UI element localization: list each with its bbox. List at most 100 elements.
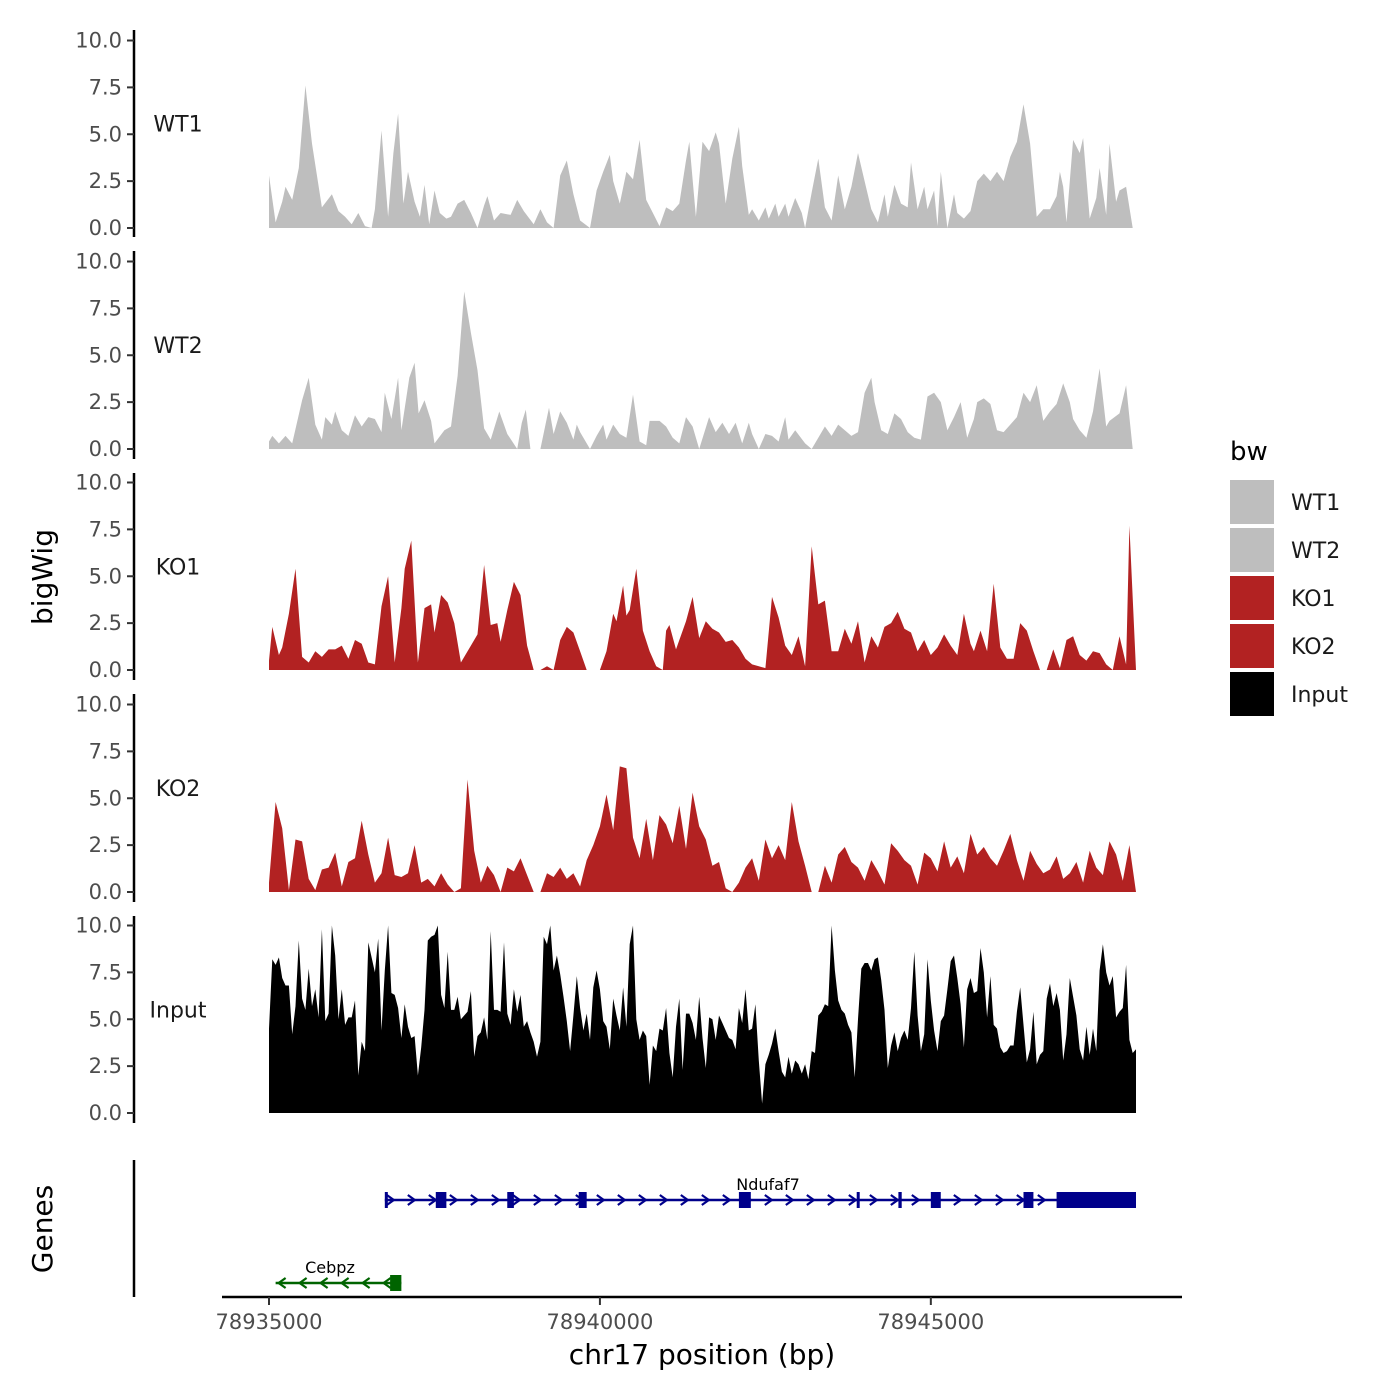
strand-arrow — [890, 1194, 900, 1206]
strand-arrow — [806, 1194, 816, 1206]
x-tick-label: 78935000 — [216, 1310, 323, 1334]
signal-area-ko1 — [269, 525, 1136, 670]
exon — [578, 1192, 587, 1208]
track-ko2: 0.0 2.5 5.0 7.5 10.0 KO2 — [75, 693, 1136, 904]
strand-arrow — [848, 1194, 858, 1206]
y-tick-label: 5.0 — [89, 564, 122, 588]
strand-arrow — [449, 1194, 459, 1206]
exon — [390, 1275, 402, 1291]
y-tick-label: 7.5 — [89, 739, 122, 763]
strand-arrow — [953, 1194, 963, 1206]
y-tick-label: 10.0 — [75, 914, 122, 938]
legend-label: KO2 — [1291, 635, 1336, 660]
exon — [898, 1192, 902, 1208]
exon — [507, 1192, 514, 1208]
y-axis-title: bigWig — [26, 529, 59, 625]
exon — [856, 1192, 860, 1208]
y-tick-label: 7.5 — [89, 960, 122, 984]
strand-arrow — [869, 1194, 879, 1206]
strand-arrow — [995, 1194, 1005, 1206]
strand-arrow — [386, 1194, 396, 1206]
legend-item-input: Input — [1230, 672, 1348, 716]
signal-tracks: 0.02.55.07.510.0WT10.02.55.07.510.0WT20.… — [75, 29, 1136, 1125]
strand-arrow — [659, 1194, 669, 1206]
legend-label: WT1 — [1291, 491, 1340, 516]
strand-arrow — [617, 1194, 627, 1206]
track-label: KO1 — [156, 556, 201, 581]
y-tick-label: 5.0 — [89, 343, 122, 367]
strand-arrow — [339, 1277, 350, 1289]
track-ko1: 0.0 2.5 5.0 7.5 10.0 KO1 — [75, 471, 1136, 682]
strand-arrow — [360, 1277, 371, 1289]
signal-area-wt2 — [269, 291, 1136, 449]
legend-swatch — [1230, 672, 1274, 716]
track-input: 0.0 2.5 5.0 7.5 10.0 Input — [75, 914, 1136, 1125]
strand-arrow — [381, 1277, 392, 1289]
strand-arrow — [680, 1194, 690, 1206]
strand-arrow — [512, 1194, 522, 1206]
legend-label: Input — [1291, 683, 1348, 708]
y-tick-label: 7.5 — [89, 517, 122, 541]
strand-arrow — [638, 1194, 648, 1206]
exon — [1023, 1192, 1034, 1208]
legend-label: WT2 — [1291, 539, 1340, 564]
legend-item-ko2: KO2 — [1230, 624, 1336, 668]
y-tick-label: 5.0 — [89, 122, 122, 146]
y-tick-label: 0.0 — [89, 658, 122, 682]
legend-swatch — [1230, 576, 1274, 620]
y-tick-label: 0.0 — [89, 437, 122, 461]
track-label: WT2 — [153, 334, 202, 359]
strand-arrow — [491, 1194, 501, 1206]
track-label: Input — [150, 999, 207, 1024]
signal-area-ko2 — [269, 766, 1136, 892]
exon — [384, 1192, 388, 1208]
strand-arrow — [785, 1194, 795, 1206]
strand-arrow — [470, 1194, 480, 1206]
x-axis: 78935000 78940000 78945000 — [216, 1295, 1182, 1334]
x-tick-label: 78945000 — [877, 1310, 984, 1334]
y-tick-label: 2.5 — [89, 1054, 122, 1078]
strand-arrow — [596, 1194, 606, 1206]
y-tick-label: 0.0 — [89, 880, 122, 904]
strand-arrow — [554, 1194, 564, 1206]
strand-arrow — [1037, 1194, 1047, 1206]
strand-arrow — [974, 1194, 984, 1206]
gene-ndufaf7: Ndufaf7 — [384, 1175, 1136, 1208]
y-tick-label: 2.5 — [89, 833, 122, 857]
signal-area-input — [269, 925, 1136, 1113]
exon — [738, 1192, 751, 1208]
gene-label: Cebpz — [305, 1258, 355, 1277]
track-label: WT1 — [153, 113, 202, 138]
track-wt2: 0.0 2.5 5.0 7.5 10.0 WT2 — [75, 250, 1136, 461]
y-tick-label: 7.5 — [89, 75, 122, 99]
strand-arrow — [764, 1194, 774, 1206]
gene-track: Ndufaf7 Cebpz — [132, 1160, 1136, 1297]
strand-arrow — [297, 1277, 308, 1289]
exon — [930, 1192, 941, 1208]
signal-area-wt1 — [269, 85, 1133, 228]
strand-arrow — [318, 1277, 329, 1289]
y-tick-label: 2.5 — [89, 390, 122, 414]
strand-arrow — [701, 1194, 711, 1206]
gene-cebpz: Cebpz — [275, 1258, 402, 1291]
legend-swatch — [1230, 480, 1274, 524]
strand-arrow — [827, 1194, 837, 1206]
exon — [435, 1192, 447, 1208]
genes-axis-title: Genes — [26, 1185, 59, 1273]
y-tick-label: 10.0 — [75, 250, 122, 274]
y-tick-label: 0.0 — [89, 216, 122, 240]
legend-item-wt1: WT1 — [1230, 480, 1340, 524]
x-tick-label: 78940000 — [546, 1310, 653, 1334]
y-tick-label: 0.0 — [89, 1101, 122, 1125]
legend-item-wt2: WT2 — [1230, 528, 1340, 572]
strand-arrow — [276, 1277, 287, 1289]
y-tick-label: 5.0 — [89, 1007, 122, 1031]
legend-swatch — [1230, 528, 1274, 572]
gene-label: Ndufaf7 — [736, 1175, 800, 1194]
y-tick-label: 10.0 — [75, 471, 122, 495]
x-axis-title: chr17 position (bp) — [569, 1338, 835, 1371]
legend-swatch — [1230, 624, 1274, 668]
legend-label: KO1 — [1291, 587, 1336, 612]
y-tick-label: 7.5 — [89, 296, 122, 320]
track-label: KO2 — [156, 777, 201, 802]
